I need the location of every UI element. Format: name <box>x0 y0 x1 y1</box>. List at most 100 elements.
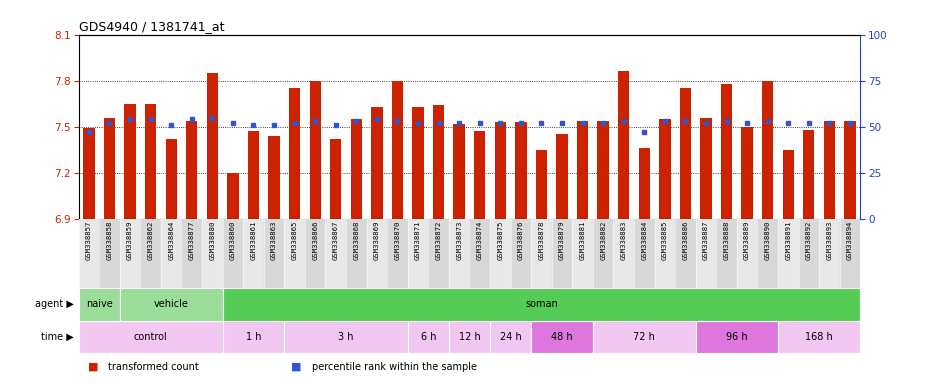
Bar <box>264 219 284 288</box>
Bar <box>778 219 798 288</box>
Bar <box>531 219 551 288</box>
Bar <box>326 219 346 288</box>
Text: GSM338876: GSM338876 <box>518 220 524 260</box>
Text: 24 h: 24 h <box>500 332 522 342</box>
Text: GSM338866: GSM338866 <box>312 220 318 260</box>
Bar <box>593 321 696 353</box>
Text: 168 h: 168 h <box>806 332 833 342</box>
Text: GSM338889: GSM338889 <box>744 220 750 260</box>
Text: GSM338868: GSM338868 <box>353 220 359 260</box>
Bar <box>700 118 711 219</box>
Text: GSM338870: GSM338870 <box>394 220 401 260</box>
Bar <box>655 219 675 288</box>
Text: 1 h: 1 h <box>246 332 261 342</box>
Bar <box>573 219 593 288</box>
Bar <box>79 219 99 288</box>
Bar <box>820 219 840 288</box>
Bar <box>206 73 218 219</box>
Bar <box>490 321 531 353</box>
Text: GSM338864: GSM338864 <box>168 220 174 260</box>
Text: 12 h: 12 h <box>459 332 480 342</box>
Bar <box>778 321 860 353</box>
Bar <box>593 219 613 288</box>
Text: control: control <box>134 332 167 342</box>
Bar <box>104 118 115 219</box>
Bar <box>392 81 403 219</box>
Text: percentile rank within the sample: percentile rank within the sample <box>312 362 476 372</box>
Bar <box>696 321 778 353</box>
Bar <box>243 219 264 288</box>
Text: naive: naive <box>86 299 113 310</box>
Bar <box>428 219 449 288</box>
Text: GSM338872: GSM338872 <box>436 220 441 260</box>
Bar <box>413 107 424 219</box>
Bar <box>449 219 469 288</box>
Bar <box>202 219 223 288</box>
Text: GSM338883: GSM338883 <box>621 220 627 260</box>
Text: 48 h: 48 h <box>551 332 573 342</box>
Text: GSM338893: GSM338893 <box>826 220 832 260</box>
Text: ■: ■ <box>88 362 98 372</box>
Text: time ▶: time ▶ <box>42 332 74 342</box>
Bar <box>598 121 609 219</box>
Bar <box>166 139 177 219</box>
Text: GSM338885: GSM338885 <box>662 220 668 260</box>
Text: GSM338860: GSM338860 <box>230 220 236 260</box>
Bar <box>798 219 820 288</box>
Text: GSM338877: GSM338877 <box>189 220 195 260</box>
Bar <box>223 321 284 353</box>
Bar <box>284 219 305 288</box>
Text: GSM338861: GSM338861 <box>251 220 256 260</box>
Text: GSM338869: GSM338869 <box>374 220 380 260</box>
Bar <box>388 219 408 288</box>
Bar <box>675 219 696 288</box>
Bar <box>433 105 444 219</box>
Bar <box>119 288 223 321</box>
Bar <box>346 219 366 288</box>
Bar <box>721 84 733 219</box>
Bar <box>248 131 259 219</box>
Bar <box>840 219 860 288</box>
Text: 3 h: 3 h <box>339 332 353 342</box>
Bar <box>223 288 860 321</box>
Bar <box>268 136 279 219</box>
Bar <box>79 288 119 321</box>
Text: GSM338873: GSM338873 <box>456 220 462 260</box>
Bar <box>618 71 629 219</box>
Bar <box>223 219 243 288</box>
Text: transformed count: transformed count <box>108 362 199 372</box>
Bar <box>742 127 753 219</box>
Bar <box>634 219 655 288</box>
Bar <box>495 122 506 219</box>
Bar <box>660 119 671 219</box>
Bar <box>449 321 490 353</box>
Bar <box>577 121 588 219</box>
Bar <box>680 88 691 219</box>
Bar <box>228 173 239 219</box>
Text: GSM338890: GSM338890 <box>765 220 771 260</box>
Bar <box>469 219 490 288</box>
Bar <box>803 130 815 219</box>
Text: GSM338880: GSM338880 <box>209 220 216 260</box>
Bar <box>762 81 773 219</box>
Bar <box>83 128 94 219</box>
Bar <box>371 107 383 219</box>
Text: 96 h: 96 h <box>726 332 747 342</box>
Text: GDS4940 / 1381741_at: GDS4940 / 1381741_at <box>79 20 224 33</box>
Bar <box>758 219 778 288</box>
Text: soman: soman <box>525 299 558 310</box>
Text: GSM338859: GSM338859 <box>127 220 133 260</box>
Bar <box>696 219 716 288</box>
Text: ■: ■ <box>291 362 302 372</box>
Text: GSM338886: GSM338886 <box>683 220 688 260</box>
Bar <box>490 219 511 288</box>
Bar <box>305 219 326 288</box>
Bar <box>536 150 547 219</box>
Text: vehicle: vehicle <box>154 299 189 310</box>
Bar <box>351 119 362 219</box>
Bar <box>783 150 794 219</box>
Bar <box>453 124 464 219</box>
Bar <box>119 219 141 288</box>
Bar <box>181 219 202 288</box>
Text: 72 h: 72 h <box>634 332 655 342</box>
